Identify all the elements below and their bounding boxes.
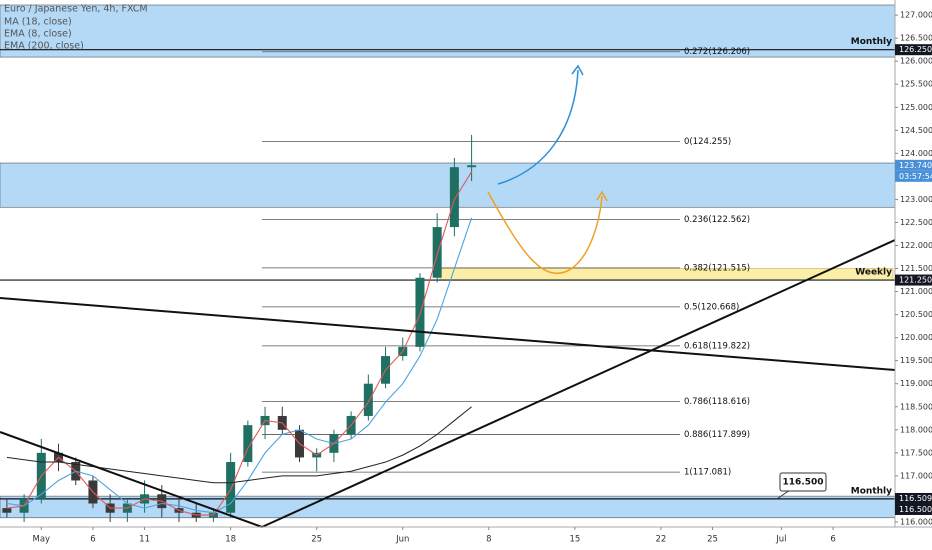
zone	[0, 162, 896, 208]
axes: 116.000 116.500 117.000 117.500 118.000 118.5…	[33, 11, 932, 545]
x-tick-label: 6	[830, 535, 835, 545]
y-tick-label: 124.500	[900, 126, 932, 135]
fib-label: 1(117.081)	[684, 468, 731, 478]
candle-body	[243, 425, 253, 463]
level-label: Monthly	[851, 486, 892, 496]
countdown-label: 03:57:54	[899, 172, 932, 181]
x-tick-label: Jul	[775, 535, 786, 545]
price-tag-label: 126.250	[899, 45, 932, 54]
price-tag-label: 123.740	[899, 161, 932, 170]
candle-body	[226, 462, 236, 513]
y-tick-label: 120.500	[900, 310, 932, 319]
price-tag	[895, 503, 932, 515]
x-tick-label: May	[33, 535, 51, 545]
fib-label: 0.786(118.616)	[684, 397, 750, 407]
fib-label: 0.886(117.899)	[684, 430, 750, 440]
y-tick-label: 118.500	[900, 402, 932, 411]
candle-body	[363, 383, 373, 416]
legend-entry: MA (18, close)	[4, 17, 72, 28]
x-tick-label: 15	[569, 535, 580, 545]
y-tick-label: 125.000	[900, 103, 932, 112]
trend-line	[261, 239, 896, 528]
candle-body	[467, 165, 477, 168]
candle-body	[449, 167, 459, 228]
y-tick-label: 121.500	[900, 264, 932, 273]
price-tag	[895, 159, 932, 171]
callout-box	[779, 472, 827, 492]
indicator-line	[6, 217, 473, 514]
price-tag	[895, 492, 932, 504]
countdown-tag	[895, 170, 932, 182]
arrow-head	[571, 64, 584, 76]
x-tick-label: 6	[90, 535, 95, 545]
chart-title: Euro / Japanese Yen, 4h, FXCM	[4, 4, 148, 15]
legend-entry: EMA (8, close)	[4, 29, 72, 40]
price-tag	[895, 274, 932, 286]
y-tick-label: 126.500	[900, 34, 932, 43]
y-tick-label: 126.000	[900, 57, 932, 66]
fib-label: 0.272(126.206)	[684, 47, 750, 57]
fib-label: 0.382(121.515)	[684, 263, 750, 273]
y-tick-label: 123.000	[900, 195, 932, 204]
zone	[0, 4, 896, 58]
x-tick-label: 22	[656, 535, 667, 545]
highlight-zone	[439, 268, 894, 281]
level-label: Weekly	[855, 268, 892, 278]
price-axis	[895, 0, 932, 527]
trend-line	[0, 297, 896, 371]
fib-label: 0(124.255)	[684, 137, 731, 147]
level-label: Monthly	[851, 37, 892, 47]
y-tick-label: 127.000	[900, 11, 932, 20]
arrow-bounce	[487, 191, 603, 274]
callout-label: 116.500	[783, 478, 824, 488]
arrow-head	[596, 190, 608, 202]
x-tick-label: 25	[311, 535, 322, 545]
plot: Monthly Weekly Monthly 0.272(126.206) 0(124.…	[0, 4, 896, 522]
arrow-bull	[497, 69, 579, 185]
candle-body	[432, 227, 442, 278]
y-tick-label: 121.000	[900, 287, 932, 296]
price-tag	[895, 44, 932, 56]
y-tick-label: 117.000	[900, 471, 932, 480]
price-tag-label: 121.250	[899, 276, 932, 285]
y-tick-label: 119.500	[900, 356, 932, 365]
indicator-line	[6, 171, 473, 516]
y-tick-label: 118.000	[900, 425, 932, 434]
fib-label: 0.5(120.668)	[684, 302, 739, 312]
legend-entry: EMA (200, close)	[4, 41, 84, 52]
x-tick-label: 11	[139, 535, 150, 545]
y-tick-label: 119.000	[900, 379, 932, 388]
candle-body	[415, 277, 425, 347]
y-tick-label: 122.500	[900, 218, 932, 227]
x-tick-label: Jun	[395, 535, 409, 545]
trend-line	[0, 431, 263, 528]
fib-label: 0.618(119.822)	[684, 341, 750, 351]
fib-label: 0.236(122.562)	[684, 215, 750, 225]
x-tick-label: 25	[707, 535, 718, 545]
y-tick-label: 120.000	[900, 333, 932, 342]
y-tick-label: 117.500	[900, 448, 932, 457]
price-tag-label: 116.500	[899, 505, 932, 514]
y-tick-label: 124.000	[900, 149, 932, 158]
indicator-line	[6, 406, 472, 484]
y-tick-label: 116.000	[900, 517, 932, 526]
price-tag-label: 116.509	[899, 494, 932, 503]
y-tick-label: 122.000	[900, 241, 932, 250]
x-tick-label: 18	[225, 535, 236, 545]
candle-body	[2, 508, 12, 513]
y-tick-label: 125.500	[900, 80, 932, 89]
x-tick-label: 8	[486, 535, 491, 545]
